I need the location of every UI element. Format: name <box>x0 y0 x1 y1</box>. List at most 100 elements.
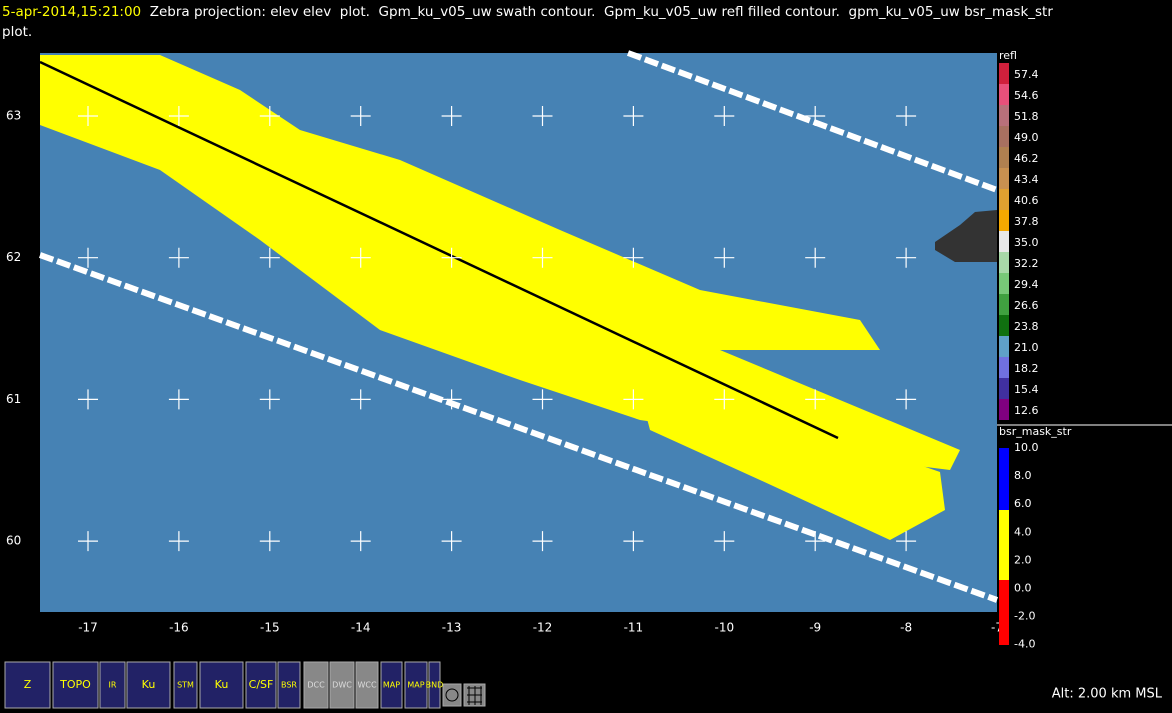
x-tick-label: -8 <box>900 621 912 635</box>
toolbar-button[interactable] <box>380 661 403 709</box>
toolbar-label: DCC <box>307 681 325 690</box>
y-tick-label: 62 <box>6 250 21 264</box>
crosshair <box>78 247 98 268</box>
x-tick-label: -12 <box>533 621 553 635</box>
swath-edge <box>38 252 999 603</box>
crosshair <box>623 247 644 268</box>
colorbar-label: -4.0 <box>1014 638 1035 651</box>
header-line: Zebra projection: elev elev plot. Gpm_ku… <box>149 4 1053 20</box>
toolbar-label: DWC <box>332 681 352 690</box>
crosshair <box>805 389 826 410</box>
colorbar-swatch <box>999 63 1009 84</box>
crosshair <box>259 389 280 410</box>
toolbar-label: IR <box>109 681 117 690</box>
colorbar-swatch <box>999 294 1009 315</box>
x-tick-label: -11 <box>624 621 644 635</box>
colorbar-label: 18.2 <box>1014 362 1039 375</box>
toolbar-button[interactable] <box>442 683 462 707</box>
toolbar-label: Z <box>24 678 32 691</box>
toolbar-button[interactable] <box>126 661 171 709</box>
toolbar-label: Ku <box>142 678 156 691</box>
crosshair <box>168 531 189 552</box>
colorbar-label: 4.0 <box>1014 525 1032 538</box>
toolbar-label: BND <box>426 681 444 690</box>
toolbar-button[interactable] <box>404 661 428 709</box>
x-tick-label: -15 <box>260 621 280 635</box>
crosshair <box>168 389 189 410</box>
x-tick-label: -7 <box>991 621 1003 635</box>
colorbar-swatch <box>999 510 1009 580</box>
toolbar-button[interactable] <box>428 661 441 709</box>
y-tick-label: 60 <box>6 534 21 548</box>
swath-edge <box>626 50 999 193</box>
crosshair <box>805 247 826 268</box>
colorbar-label: 29.4 <box>1014 278 1039 291</box>
colorbar-label: 54.6 <box>1014 89 1039 102</box>
colorbar-swatch <box>999 84 1009 105</box>
crosshair <box>350 531 371 552</box>
y-tick-label: 61 <box>6 392 21 406</box>
toolbar-label: MAP <box>407 681 424 690</box>
crosshair <box>714 247 735 268</box>
x-tick-label: -16 <box>169 621 189 635</box>
colorbar-label: -2.0 <box>1014 610 1035 623</box>
crosshair <box>623 106 644 126</box>
crosshair <box>532 247 553 268</box>
colorbar-swatch <box>999 580 1009 645</box>
colorbar-label: 57.4 <box>1014 68 1039 81</box>
colorbar-swatch <box>999 126 1009 147</box>
colorbar-swatch <box>999 105 1009 126</box>
toolbar-button[interactable] <box>329 661 355 709</box>
toolbar-button[interactable] <box>245 661 277 709</box>
colorbar-swatch <box>999 448 1009 510</box>
toolbar-button[interactable] <box>199 661 244 709</box>
toolbar-label: WCC <box>357 681 376 690</box>
crosshair <box>532 531 553 552</box>
crosshair <box>78 389 98 410</box>
colorbar-label: 49.0 <box>1014 131 1039 144</box>
crosshair <box>714 531 735 552</box>
toolbar-label: TOPO <box>59 678 91 691</box>
crosshair <box>350 106 371 126</box>
crosshair <box>259 106 280 126</box>
header-line: plot. <box>2 24 33 40</box>
swath-echo <box>640 392 945 540</box>
toolbar-button[interactable] <box>277 661 301 709</box>
colorbar-swatch <box>999 147 1009 168</box>
x-tick-label: -13 <box>442 621 462 635</box>
colorbar-swatch <box>999 189 1009 210</box>
crosshair <box>896 531 917 552</box>
toolbar-button[interactable] <box>52 661 99 709</box>
colorbar-label: 51.8 <box>1014 110 1039 123</box>
colorbar-label: 23.8 <box>1014 320 1039 333</box>
time: 5-apr-2014,15:21:00 <box>2 4 142 20</box>
colorbar-label: 26.6 <box>1014 299 1039 312</box>
crosshair <box>441 106 462 126</box>
status: Alt: 2.00 km MSL <box>1052 687 1163 702</box>
colorbar-label: 10.0 <box>1014 441 1039 454</box>
colorbar-swatch <box>999 378 1009 399</box>
toolbar-button[interactable] <box>4 661 51 709</box>
crosshair <box>623 531 644 552</box>
colorbar-swatch <box>999 273 1009 294</box>
colorbar-label: 8.0 <box>1014 469 1032 482</box>
toolbar-label: C/SF <box>249 678 274 691</box>
colorbar-swatch <box>999 357 1009 378</box>
colorbar-label: 6.0 <box>1014 497 1032 510</box>
toolbar-button[interactable] <box>303 661 329 709</box>
x-tick-label: -9 <box>809 621 821 635</box>
x-tick-label: -14 <box>351 621 371 635</box>
crosshair <box>168 106 189 126</box>
toolbar-button[interactable] <box>355 661 379 709</box>
crosshair <box>441 247 462 268</box>
toolbar-label: Ku <box>215 678 229 691</box>
crosshair <box>896 106 917 126</box>
swath-echo <box>40 55 960 470</box>
x-tick-label: -17 <box>78 621 98 635</box>
colorbar-swatch <box>999 210 1009 231</box>
colorbar-label: 15.4 <box>1014 383 1039 396</box>
toolbar-button[interactable] <box>173 661 198 709</box>
toolbar-button[interactable] <box>99 661 126 709</box>
